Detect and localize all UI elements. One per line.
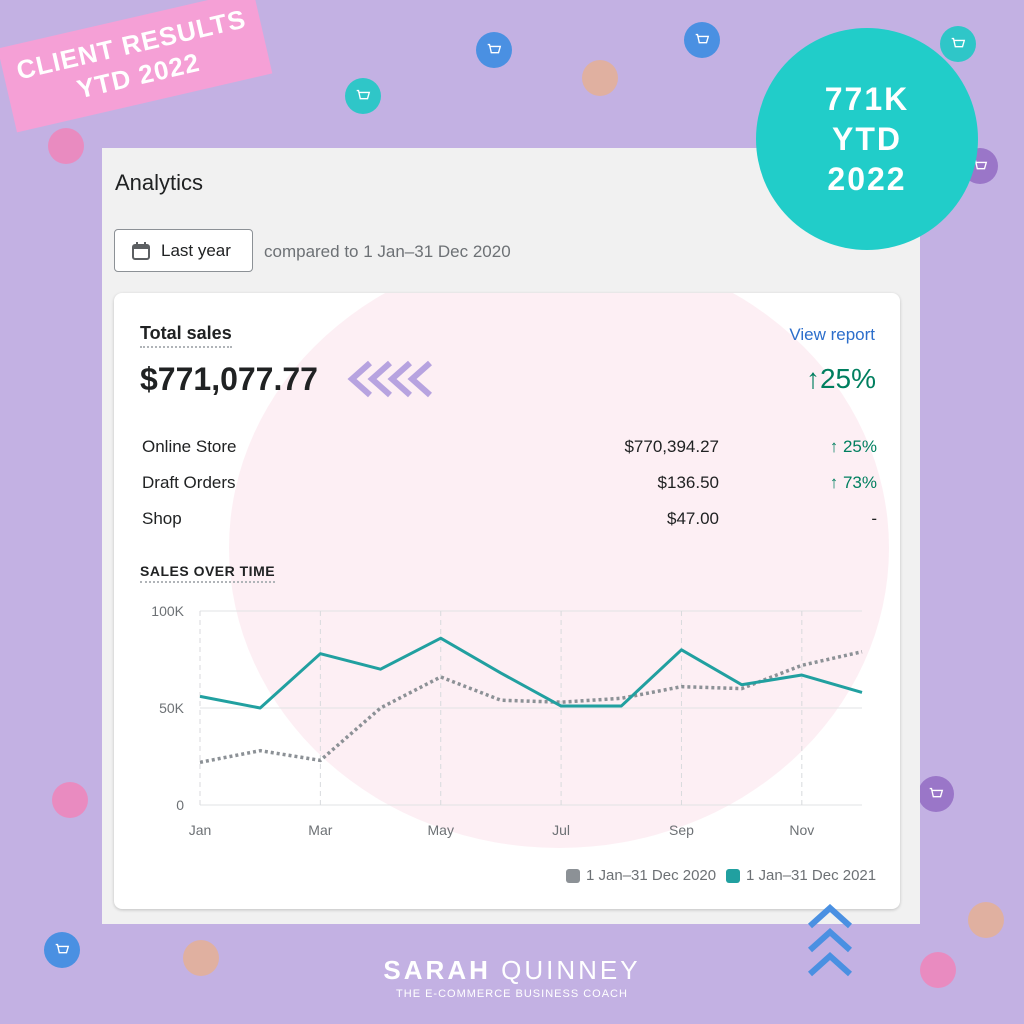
total-sales-card: Total sales View report $771,077.77 ↑25%… (114, 293, 900, 909)
ytd-badge: 771K YTD 2022 (756, 28, 978, 250)
calendar-icon (132, 241, 150, 260)
analytics-panel: Analytics Last year compared to 1 Jan–31… (102, 148, 920, 924)
x-tick-label: Sep (669, 822, 694, 838)
total-sales-value: $771,077.77 (140, 361, 318, 397)
watermark-circle (229, 293, 889, 848)
compare-text: compared to 1 Jan–31 Dec 2020 (264, 242, 511, 261)
footer-brand-name: SARAH QUINNEY (383, 955, 641, 985)
y-tick-label: 0 (176, 797, 184, 813)
sales-over-time-chart: 0 50K 100K Jan Mar May Jul Sep Nov (151, 603, 863, 838)
chevrons-left-icon (347, 360, 432, 398)
cart-dot-icon (44, 932, 80, 968)
view-report-link[interactable]: View report (789, 325, 875, 344)
badge-line-3: 2022 (827, 161, 907, 197)
promo-tag: CLIENT RESULTS YTD 2022 (0, 0, 273, 133)
channel-row: Online Store $770,394.27 ↑ 25% (142, 437, 877, 467)
x-tick-label: Mar (308, 822, 332, 838)
date-range-button[interactable]: Last year (114, 229, 253, 272)
face-dot-icon (48, 128, 84, 164)
face-dot-icon (183, 940, 219, 976)
x-tick-label: Nov (789, 822, 814, 838)
channel-row: Shop $47.00 - (142, 509, 877, 539)
legend-label: 1 Jan–31 Dec 2021 (746, 867, 877, 884)
total-sales-change: ↑25% (805, 363, 876, 394)
channel-change: ↑ 25% (829, 437, 877, 456)
legend-swatch (566, 868, 580, 883)
legend-label: 1 Jan–31 Dec 2020 (586, 867, 717, 884)
page-title: Analytics (115, 170, 204, 195)
x-tick-label: Jan (189, 822, 212, 838)
channel-name: Draft Orders (142, 473, 236, 492)
cart-dot-icon (918, 776, 954, 812)
badge-line-1: 771K (824, 81, 910, 117)
channel-row: Draft Orders $136.50 ↑ 73% (142, 473, 877, 503)
channel-name: Shop (142, 509, 182, 528)
channel-change: ↑ 73% (829, 473, 877, 492)
y-tick-label: 50K (159, 700, 185, 716)
face-dot-icon (582, 60, 618, 96)
cart-dot-icon (684, 22, 720, 58)
series-line-2020 (199, 650, 863, 765)
badge-line-2: YTD (832, 121, 902, 157)
chevrons-up-icon (807, 904, 853, 977)
series-line-2021 (199, 636, 863, 710)
legend-item-curr: 1 Jan–31 Dec 2021 (726, 867, 876, 884)
channel-change: - (871, 509, 877, 528)
face-dot-icon (52, 782, 88, 818)
cart-dot-icon (940, 26, 976, 62)
x-tick-label: May (428, 822, 454, 838)
sales-over-time-label: SALES OVER TIME (140, 563, 276, 583)
date-range-label: Last year (161, 240, 231, 260)
face-dot-icon (968, 902, 1004, 938)
channel-amount: $136.50 (657, 473, 719, 492)
x-tick-label: Jul (552, 822, 570, 838)
channel-name: Online Store (142, 437, 237, 456)
legend-swatch (726, 868, 740, 883)
channel-amount: $47.00 (667, 509, 719, 528)
cart-dot-icon (476, 32, 512, 68)
y-tick-label: 100K (151, 603, 184, 619)
legend-item-prev: 1 Jan–31 Dec 2020 (566, 867, 716, 884)
cart-dot-icon (345, 78, 381, 114)
total-sales-label: Total sales (140, 323, 232, 348)
footer-tagline: THE E-COMMERCE BUSINESS COACH (396, 988, 628, 1000)
face-dot-icon (920, 952, 956, 988)
channel-amount: $770,394.27 (624, 437, 719, 456)
